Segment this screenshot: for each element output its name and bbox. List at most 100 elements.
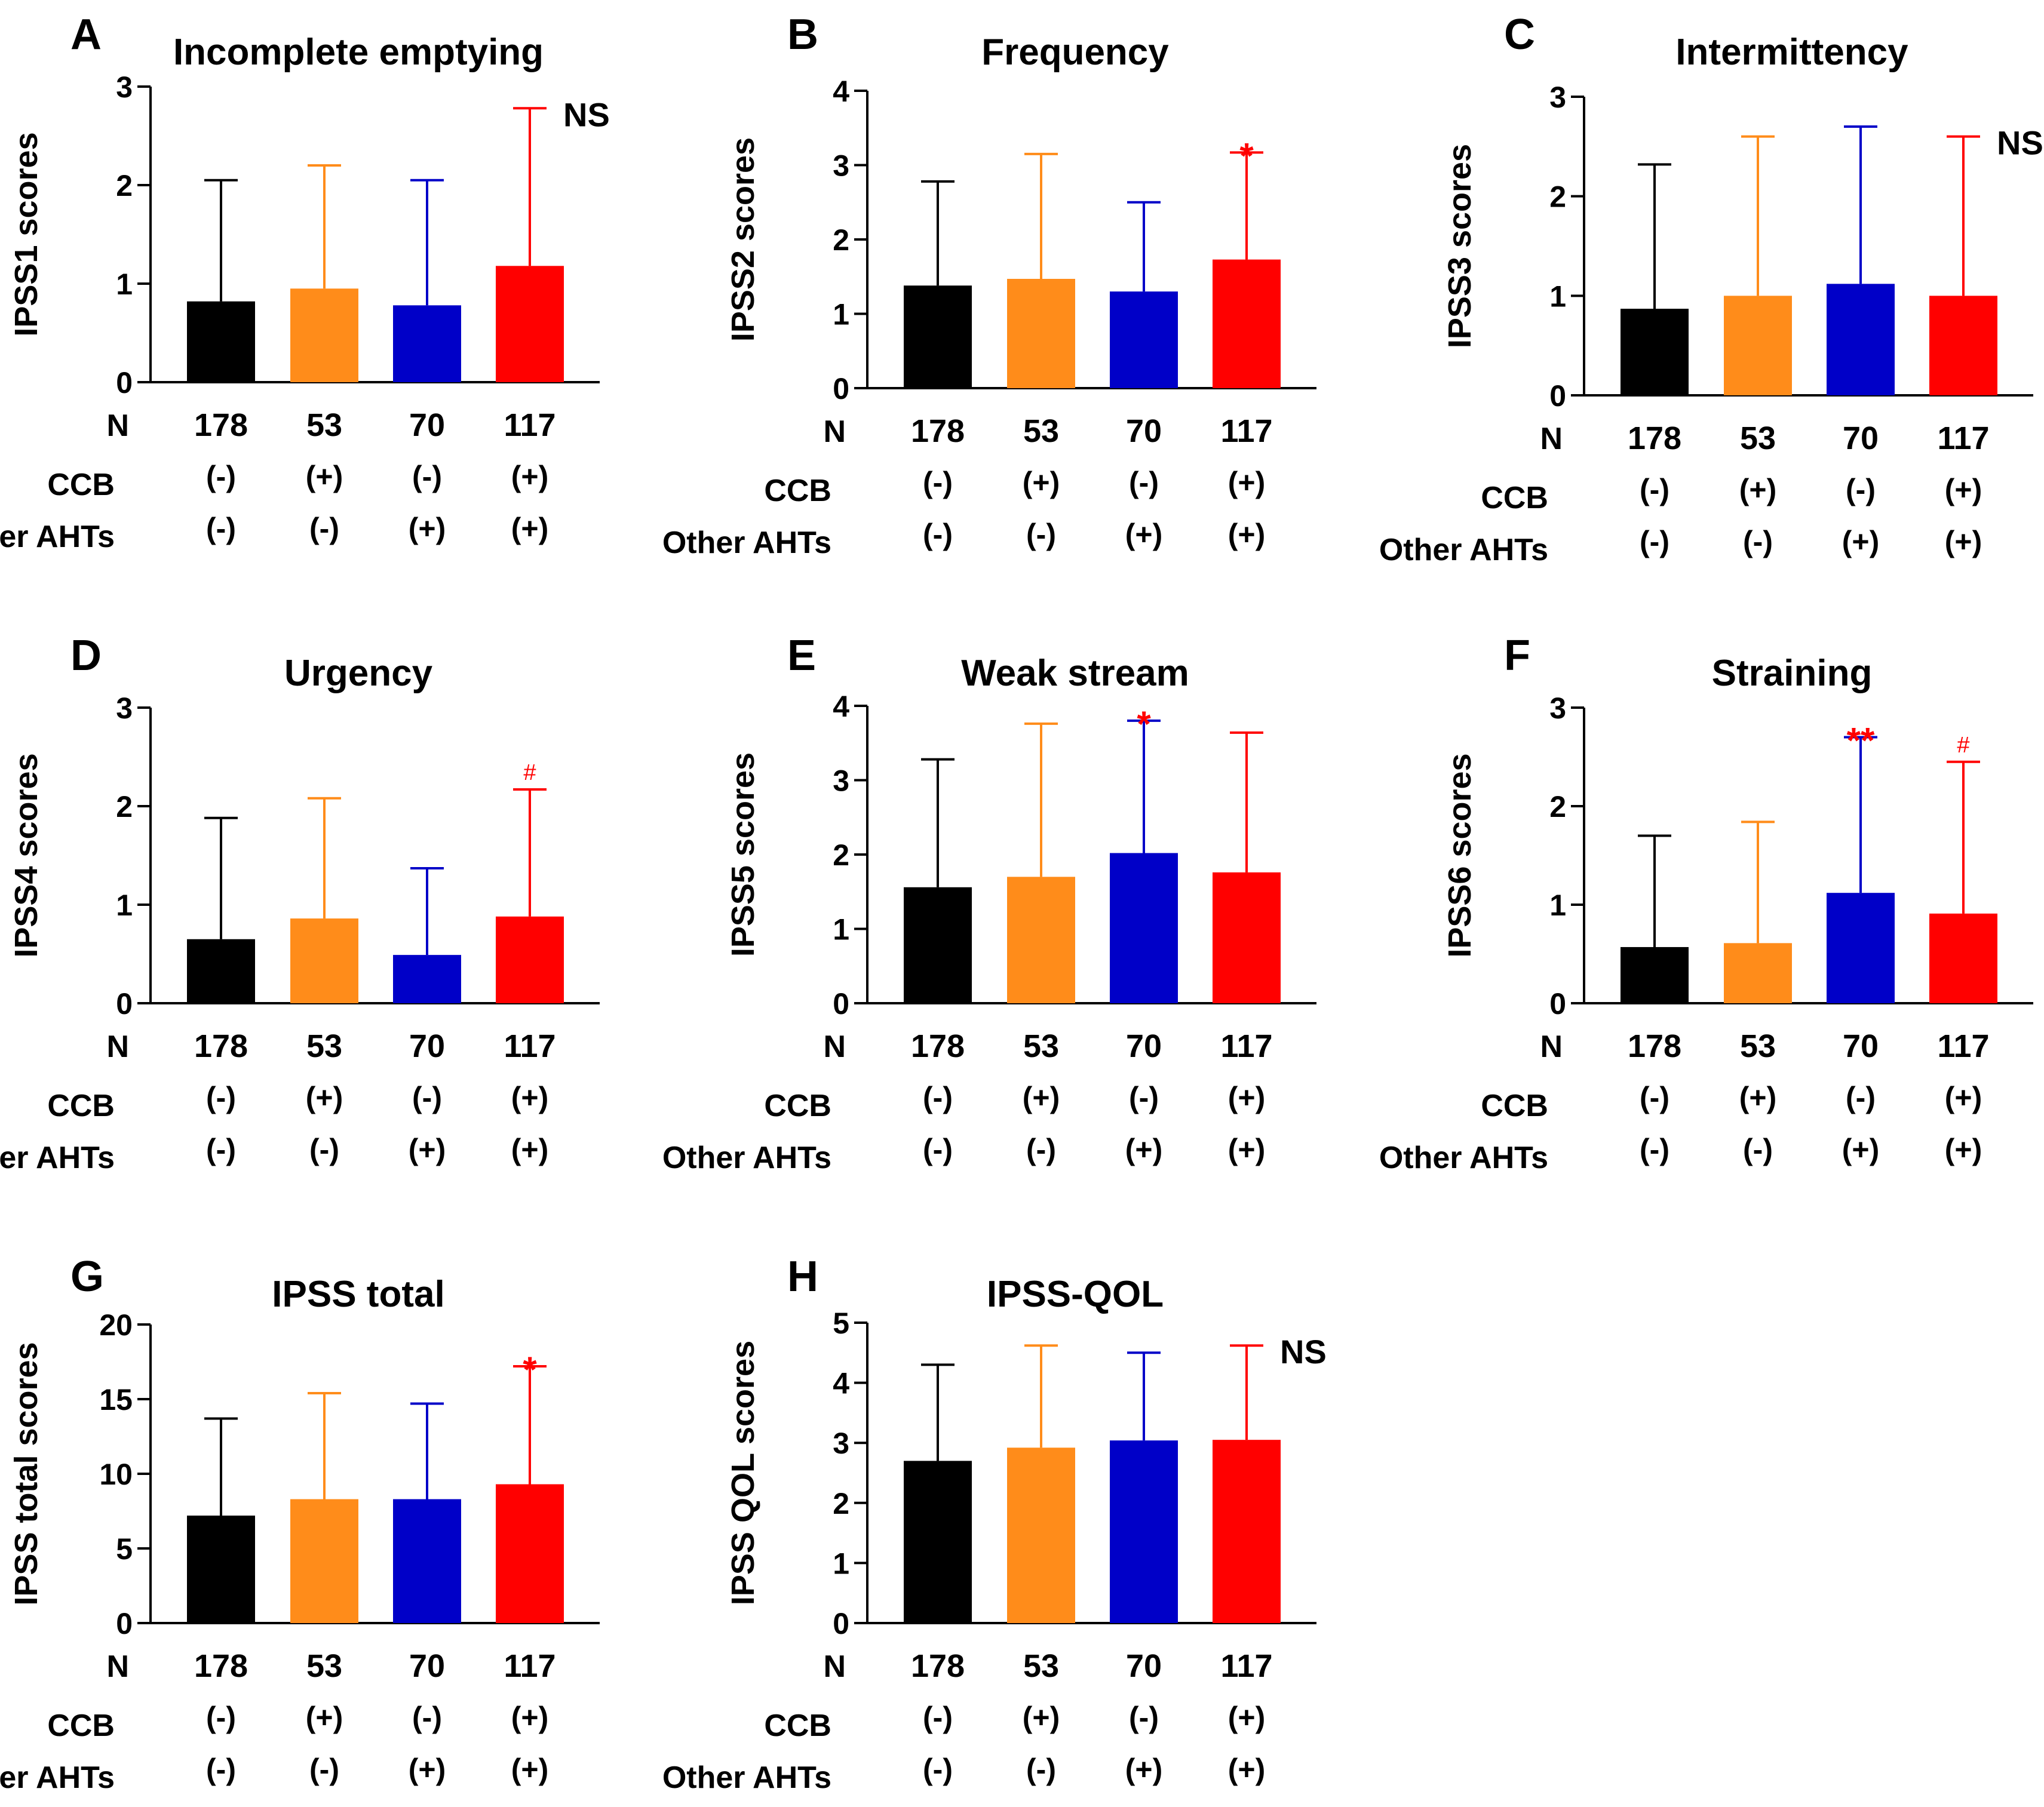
y-tick-label: 2 xyxy=(1549,790,1566,823)
row-value-n: 53 xyxy=(1740,420,1776,456)
row-value-ccb: (+) xyxy=(511,1701,549,1734)
y-tick-label: 2 xyxy=(1549,180,1566,214)
row-label-n: N xyxy=(823,1030,846,1064)
bar-h-1 xyxy=(904,1461,972,1623)
panel-letter: E xyxy=(787,632,816,680)
row-label-other: Other AHTs xyxy=(1379,1141,1548,1175)
row-value-ccb: (-) xyxy=(1129,1701,1159,1734)
bar-f-2 xyxy=(1724,943,1792,1003)
row-value-n: 53 xyxy=(1740,1028,1776,1064)
annotation-star: ** xyxy=(1847,721,1875,761)
row-value-other: (+) xyxy=(1945,525,1982,558)
row-value-ccb: (+) xyxy=(1945,473,1982,506)
row-value-n: 178 xyxy=(194,1648,248,1684)
y-tick-label: 0 xyxy=(833,1607,849,1640)
panel-c: C Intermittency IPSS3 scores 0 1 2 3 NS N 178 53 70… xyxy=(1379,11,2043,567)
row-value-n: 70 xyxy=(409,407,445,443)
bar-e-3 xyxy=(1110,853,1178,1003)
row-label-ccb: CCB xyxy=(1481,1089,1548,1123)
bar-c-3 xyxy=(1827,284,1895,395)
y-tick-label: 0 xyxy=(1549,379,1566,413)
row-value-other: (-) xyxy=(206,1133,236,1166)
row-value-other: (-) xyxy=(923,518,953,551)
y-tick-label: 3 xyxy=(116,692,133,725)
row-value-ccb: (+) xyxy=(1023,1081,1060,1114)
bar-h-3 xyxy=(1110,1440,1178,1623)
bar-d-1 xyxy=(187,939,255,1003)
row-value-other: (-) xyxy=(1640,1133,1669,1166)
y-tick-label: 1 xyxy=(833,913,849,946)
row-value-other: (-) xyxy=(1026,518,1056,551)
y-tick-label: 1 xyxy=(833,298,849,331)
y-tick-label: 1 xyxy=(1549,889,1566,922)
row-value-n: 117 xyxy=(504,1028,555,1064)
panel-letter: C xyxy=(1504,11,1535,59)
annotation-ns: NS xyxy=(563,96,610,133)
panel-a: A Incomplete emptying IPSS1 scores 0 1 2 3 NS N 1… xyxy=(0,11,610,554)
row-value-n: 70 xyxy=(1126,1648,1162,1684)
panel-letter: G xyxy=(70,1253,104,1301)
row-value-n: 117 xyxy=(1937,1028,1989,1064)
row-value-other: (+) xyxy=(409,1753,446,1786)
panel-letter: H xyxy=(787,1253,818,1301)
y-tick-label: 4 xyxy=(833,1367,849,1400)
panel-d: D Urgency IPSS4 scores 0 1 2 3 # N 178 53 70 117 CCB (… xyxy=(0,632,600,1175)
row-value-ccb: (+) xyxy=(1228,1081,1266,1114)
row-value-n: 70 xyxy=(1126,413,1162,449)
row-label-ccb: CCB xyxy=(764,1089,831,1123)
row-value-ccb: (-) xyxy=(1846,1081,1876,1114)
row-value-ccb: (-) xyxy=(1846,473,1876,506)
row-value-other: (-) xyxy=(309,1133,339,1166)
row-value-n: 117 xyxy=(1220,1028,1272,1064)
row-label-n: N xyxy=(1540,1030,1563,1064)
row-value-n: 70 xyxy=(1843,1028,1879,1064)
y-axis-label: IPSS1 scores xyxy=(8,132,44,336)
panel-letter: B xyxy=(787,11,818,59)
row-label-ccb: CCB xyxy=(47,468,115,502)
row-value-other: (+) xyxy=(1125,1753,1163,1786)
row-label-other: Other AHTs xyxy=(0,1141,115,1175)
row-value-other: (-) xyxy=(1026,1753,1056,1786)
y-tick-label: 10 xyxy=(99,1458,133,1491)
row-value-ccb: (+) xyxy=(511,1081,549,1114)
y-axis-label: IPSS2 scores xyxy=(725,137,761,342)
row-value-ccb: (-) xyxy=(923,466,953,499)
row-label-ccb: CCB xyxy=(1481,481,1548,515)
y-axis-label: IPSS QOL scores xyxy=(725,1341,761,1605)
annotation-hash: # xyxy=(523,760,536,785)
row-label-ccb: CCB xyxy=(764,474,831,508)
row-value-other: (+) xyxy=(409,1133,446,1166)
bar-c-4 xyxy=(1929,296,1997,395)
panel-g: G IPSS total IPSS total scores 0 5 10 15 20 * N 17… xyxy=(0,1253,600,1795)
row-label-n: N xyxy=(106,408,129,443)
row-value-n: 117 xyxy=(504,407,555,443)
panel-f: F Straining IPSS6 scores 0 1 2 3 ** # N 178 53 70 117… xyxy=(1379,632,2033,1175)
row-label-other: Other AHTs xyxy=(662,1760,831,1795)
chart-title: IPSS total xyxy=(272,1274,444,1315)
panel-e: E Weak stream IPSS5 scores 0 1 2 3 4 * N 178 53 70 11… xyxy=(662,632,1316,1175)
row-label-n: N xyxy=(106,1649,129,1684)
y-tick-label: 2 xyxy=(833,223,849,257)
y-tick-label: 0 xyxy=(1549,987,1566,1021)
y-tick-label: 5 xyxy=(833,1307,849,1340)
row-value-other: (+) xyxy=(1842,525,1880,558)
bar-c-2 xyxy=(1724,296,1792,395)
annotation-hash: # xyxy=(1957,733,1969,758)
y-tick-label: 1 xyxy=(116,268,133,301)
row-label-ccb: CCB xyxy=(47,1708,115,1743)
y-tick-label: 3 xyxy=(1549,692,1566,725)
bar-f-4 xyxy=(1929,913,1997,1003)
row-value-other: (-) xyxy=(1640,525,1669,558)
bar-b-1 xyxy=(904,285,972,388)
row-value-ccb: (-) xyxy=(923,1081,953,1114)
chart-title: IPSS-QOL xyxy=(987,1274,1164,1315)
y-tick-label: 2 xyxy=(833,1487,849,1520)
y-tick-label: 1 xyxy=(833,1547,849,1580)
row-label-ccb: CCB xyxy=(47,1089,115,1123)
y-tick-label: 3 xyxy=(833,149,849,183)
row-value-ccb: (-) xyxy=(206,1081,236,1114)
bar-e-2 xyxy=(1007,877,1075,1003)
y-tick-label: 2 xyxy=(116,790,133,823)
row-value-other: (+) xyxy=(511,1753,549,1786)
